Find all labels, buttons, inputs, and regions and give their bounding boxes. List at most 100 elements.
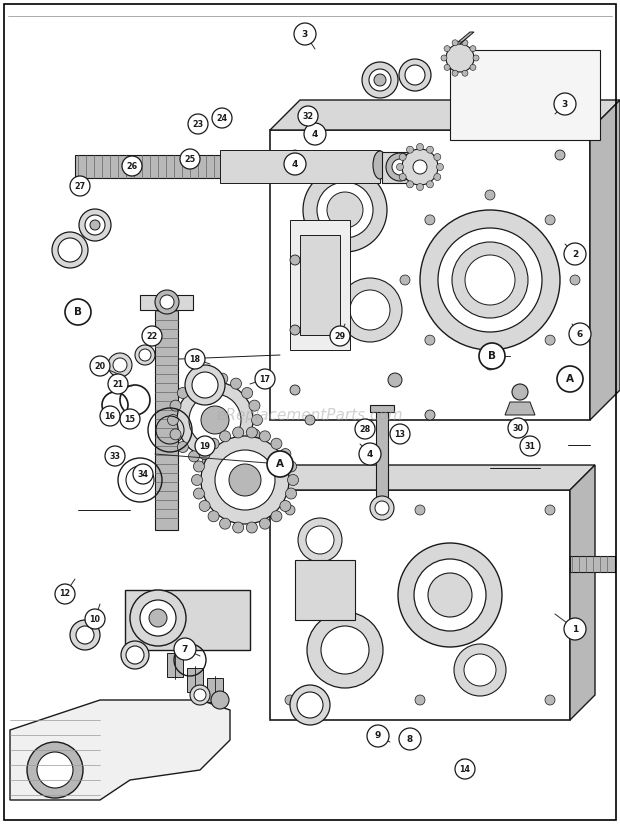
Circle shape [374, 74, 386, 86]
Circle shape [192, 475, 203, 485]
Circle shape [359, 443, 381, 465]
Circle shape [305, 415, 315, 425]
Circle shape [288, 475, 298, 485]
Polygon shape [75, 155, 380, 178]
Polygon shape [376, 408, 388, 510]
Circle shape [185, 365, 225, 405]
Circle shape [208, 511, 219, 522]
Circle shape [321, 626, 369, 674]
Circle shape [402, 149, 438, 185]
Circle shape [79, 209, 111, 241]
Polygon shape [270, 490, 570, 720]
Text: 18: 18 [190, 354, 200, 363]
Circle shape [392, 159, 408, 175]
Circle shape [545, 695, 555, 705]
Circle shape [177, 387, 188, 399]
Circle shape [202, 373, 213, 384]
Circle shape [564, 618, 586, 640]
Circle shape [267, 451, 293, 477]
Text: 4: 4 [367, 450, 373, 458]
Circle shape [417, 184, 423, 190]
Circle shape [386, 153, 414, 181]
Polygon shape [270, 130, 590, 420]
Polygon shape [505, 402, 535, 415]
Text: 10: 10 [89, 615, 100, 624]
Circle shape [85, 215, 105, 235]
Circle shape [570, 275, 580, 285]
Circle shape [242, 442, 253, 452]
Circle shape [545, 505, 555, 515]
Circle shape [369, 69, 391, 91]
Circle shape [413, 160, 427, 174]
Circle shape [105, 446, 125, 466]
Circle shape [434, 153, 441, 161]
Circle shape [434, 174, 441, 180]
Text: 4: 4 [312, 129, 318, 138]
Circle shape [85, 609, 105, 629]
Circle shape [211, 691, 229, 709]
Circle shape [142, 326, 162, 346]
Text: 20: 20 [94, 362, 105, 371]
Circle shape [271, 438, 282, 449]
Circle shape [290, 685, 330, 725]
Text: 33: 33 [110, 452, 120, 461]
Polygon shape [155, 300, 178, 530]
Circle shape [70, 620, 100, 650]
Circle shape [219, 431, 231, 442]
Circle shape [545, 335, 555, 345]
Circle shape [417, 143, 423, 151]
Circle shape [90, 220, 100, 230]
Circle shape [557, 366, 583, 392]
Circle shape [452, 242, 528, 318]
Circle shape [397, 163, 404, 171]
Circle shape [170, 428, 181, 440]
Circle shape [303, 168, 387, 252]
Text: 26: 26 [126, 162, 138, 171]
Text: 25: 25 [184, 155, 195, 163]
Circle shape [242, 387, 253, 399]
Circle shape [188, 114, 208, 134]
Circle shape [195, 436, 215, 456]
Circle shape [252, 414, 262, 425]
Text: 4: 4 [292, 160, 298, 168]
Circle shape [120, 409, 140, 429]
Circle shape [462, 70, 468, 76]
Circle shape [367, 725, 389, 747]
Circle shape [190, 685, 210, 705]
Circle shape [306, 526, 334, 554]
Polygon shape [382, 152, 418, 183]
Circle shape [407, 146, 414, 153]
Text: 17: 17 [260, 374, 270, 383]
Circle shape [135, 345, 155, 365]
Circle shape [441, 55, 447, 61]
Circle shape [400, 275, 410, 285]
Polygon shape [10, 700, 230, 800]
Circle shape [52, 232, 88, 268]
Circle shape [231, 451, 242, 462]
Circle shape [280, 500, 291, 512]
Circle shape [285, 695, 295, 705]
Text: 15: 15 [125, 414, 136, 424]
Circle shape [398, 543, 502, 647]
Polygon shape [125, 590, 250, 650]
Text: 1: 1 [572, 625, 578, 634]
Circle shape [202, 456, 213, 467]
Circle shape [70, 176, 90, 196]
Circle shape [121, 641, 149, 669]
Circle shape [298, 518, 342, 562]
Circle shape [297, 692, 323, 718]
Circle shape [286, 488, 296, 499]
Circle shape [485, 190, 495, 200]
Circle shape [249, 428, 260, 440]
Circle shape [330, 326, 350, 346]
Text: 21: 21 [112, 380, 123, 388]
Circle shape [370, 496, 394, 520]
Text: 31: 31 [525, 442, 536, 451]
Text: 8: 8 [407, 734, 413, 743]
Circle shape [100, 406, 120, 426]
Circle shape [215, 450, 275, 510]
Circle shape [425, 335, 435, 345]
Text: 16: 16 [105, 411, 115, 420]
Polygon shape [570, 465, 595, 720]
Circle shape [438, 228, 542, 332]
